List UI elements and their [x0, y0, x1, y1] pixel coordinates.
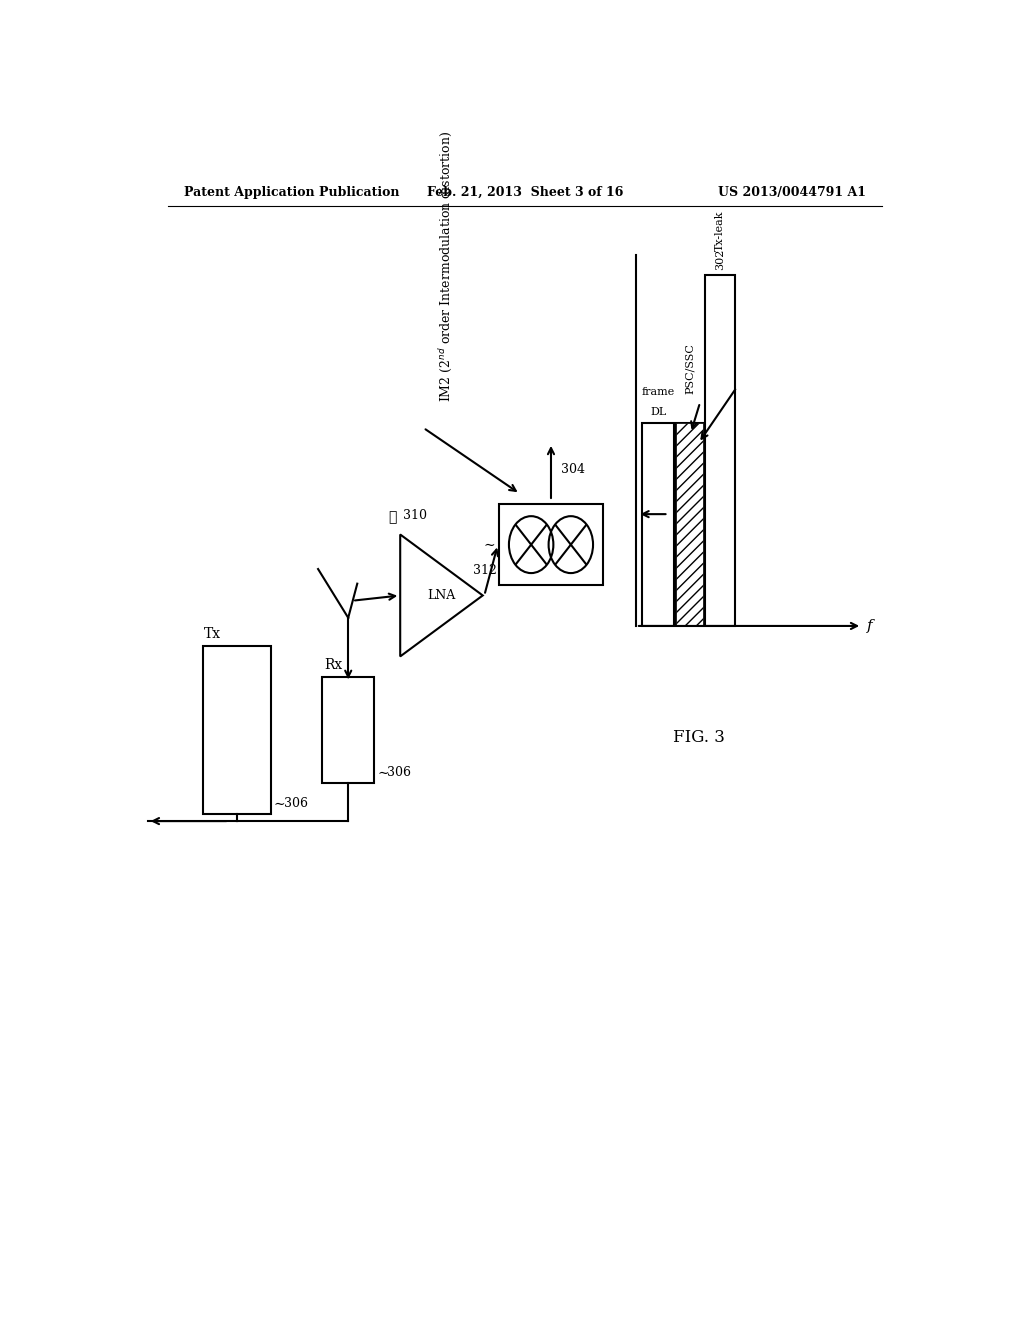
- Bar: [500, 504, 602, 585]
- Text: ∼: ∼: [483, 537, 496, 552]
- Text: Rx: Rx: [324, 657, 342, 672]
- Text: 302: 302: [715, 249, 725, 271]
- Bar: [677, 422, 702, 626]
- Bar: [705, 276, 735, 626]
- Bar: [204, 647, 270, 814]
- Text: FIG. 3: FIG. 3: [674, 729, 725, 746]
- Text: ∼: ∼: [377, 767, 389, 780]
- Bar: [642, 422, 674, 626]
- Text: Patent Application Publication: Patent Application Publication: [183, 186, 399, 199]
- Text: 304: 304: [560, 462, 585, 475]
- Text: Tx: Tx: [204, 627, 220, 642]
- Text: 310: 310: [402, 510, 427, 523]
- Text: ∼: ∼: [274, 797, 286, 810]
- Text: 306: 306: [387, 767, 411, 779]
- Text: IM2 (2$^{nd}$ order Intermodulation distortion): IM2 (2$^{nd}$ order Intermodulation dist…: [437, 131, 455, 403]
- Text: Feb. 21, 2013  Sheet 3 of 16: Feb. 21, 2013 Sheet 3 of 16: [427, 186, 623, 199]
- Bar: [677, 422, 702, 626]
- Text: 312: 312: [473, 564, 497, 577]
- Text: US 2013/0044791 A1: US 2013/0044791 A1: [718, 186, 866, 199]
- Text: 306: 306: [284, 797, 307, 810]
- Text: Tx-leak: Tx-leak: [715, 210, 725, 251]
- Text: f: f: [867, 619, 872, 634]
- Text: LNA: LNA: [427, 589, 456, 602]
- Text: PSC/SSC: PSC/SSC: [684, 343, 694, 395]
- Text: frame: frame: [641, 387, 675, 397]
- Text: ⌣: ⌣: [388, 511, 396, 524]
- Bar: [323, 677, 374, 784]
- Text: DL: DL: [650, 407, 667, 417]
